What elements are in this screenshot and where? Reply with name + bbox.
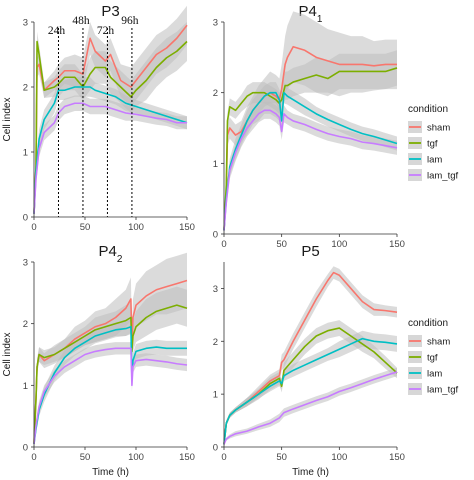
- series-line-lam_tgf: [33, 347, 188, 445]
- panel-3: P42 0 1 2 3 0 50 100 150 Cell index Time (h): [2, 243, 195, 478]
- legend-label: sham: [427, 337, 450, 348]
- panel-title: P3: [101, 3, 119, 20]
- series-line-lam_tgf: [223, 371, 398, 445]
- ribbon-lam_tgf: [34, 95, 187, 217]
- series-line-tgf: [33, 40, 188, 214]
- legend-2: condition sham tgf lam lam_tgf: [408, 318, 459, 396]
- series-line-sham: [33, 279, 188, 444]
- y-tick-label: 1: [213, 390, 218, 401]
- series-line-lam: [223, 91, 398, 231]
- y-tick-label: 3: [23, 18, 28, 29]
- series-line-tgf: [223, 67, 398, 231]
- ribbon-tgf: [224, 320, 397, 446]
- y-tick-label: 1: [23, 148, 28, 159]
- x-axis-label: Time (h): [292, 467, 329, 478]
- y-tick-label: 2: [23, 83, 28, 94]
- ribbon-lam: [34, 77, 187, 217]
- legend-label: lam_tgf: [427, 385, 459, 396]
- x-tick-label: 100: [331, 452, 347, 463]
- legend-title: condition: [408, 318, 448, 329]
- vline-label: 48h: [72, 15, 90, 27]
- vline-label: 96h: [121, 15, 139, 27]
- legend-label: tgf: [427, 139, 438, 150]
- panel-1: P3 24h 48h 72h 96h 0 1 2 3 0 50 100 150 Cell index: [2, 3, 195, 233]
- y-tick-label: 3: [213, 18, 218, 29]
- legend-label: tgf: [427, 353, 438, 364]
- x-tick-label: 0: [221, 452, 226, 463]
- legend-label: sham: [427, 123, 450, 134]
- ribbon-tgf: [34, 286, 187, 447]
- x-tick-label: 0: [221, 239, 226, 250]
- y-tick-label: 0: [213, 230, 218, 241]
- x-tick-label: 50: [80, 452, 91, 463]
- x-tick-label: 100: [128, 452, 144, 463]
- x-tick-label: 100: [128, 222, 144, 233]
- series-line-lam_tgf: [223, 109, 398, 231]
- y-tick-label: 0: [23, 443, 28, 454]
- legend-label: lam_tgf: [427, 171, 459, 182]
- legend-title: condition: [408, 104, 448, 115]
- y-tick-label: 2: [23, 319, 28, 330]
- legend-1: condition sham tgf lam lam_tgf: [408, 104, 459, 182]
- panel-4: P5 0 1 2 3 0 50 100 150 Time (h): [213, 243, 405, 478]
- panel-title: P42: [99, 243, 123, 265]
- ribbon-sham: [224, 266, 397, 446]
- series-line-sham: [223, 45, 397, 231]
- y-tick-label: 2: [213, 337, 218, 348]
- x-tick-label: 50: [276, 239, 287, 250]
- series-line-tgf: [33, 304, 188, 444]
- ribbon-lam_tgf: [224, 101, 397, 234]
- x-axis-label: Time (h): [92, 467, 129, 478]
- legend-label: lam: [427, 155, 442, 166]
- y-tick-label: 0: [213, 443, 218, 454]
- x-tick-label: 0: [31, 222, 36, 233]
- y-tick-label: 3: [213, 284, 218, 295]
- x-tick-label: 150: [389, 239, 405, 250]
- y-axis-label: Cell index: [2, 98, 13, 142]
- y-axis-label: Cell index: [2, 333, 13, 377]
- series-line-lam: [33, 86, 188, 214]
- y-tick-label: 3: [23, 258, 28, 269]
- panel-title: P5: [301, 243, 319, 260]
- vline-label: 24h: [48, 25, 66, 37]
- x-tick-label: 0: [31, 452, 36, 463]
- y-tick-label: 1: [23, 381, 28, 392]
- x-tick-label: 100: [331, 239, 347, 250]
- x-tick-label: 150: [389, 452, 405, 463]
- panel-title-subscript: 1: [317, 14, 323, 25]
- series-line-lam_tgf: [33, 102, 187, 214]
- x-tick-label: 150: [179, 222, 195, 233]
- panel-title-subscript: 2: [117, 254, 123, 265]
- x-tick-label: 150: [179, 452, 195, 463]
- x-tick-label: 50: [80, 222, 91, 233]
- legend-label: lam: [427, 369, 442, 380]
- y-tick-label: 1: [213, 159, 218, 170]
- ribbon-lam: [34, 319, 187, 447]
- ribbon-lam_tgf: [224, 367, 397, 446]
- y-tick-label: 2: [213, 88, 218, 99]
- x-tick-label: 50: [276, 452, 287, 463]
- series-line-lam: [223, 337, 398, 445]
- ribbon-lam_tgf: [34, 342, 187, 447]
- vline-label: 72h: [97, 25, 115, 37]
- ribbon-lam: [224, 82, 397, 234]
- y-tick-label: 0: [23, 213, 28, 224]
